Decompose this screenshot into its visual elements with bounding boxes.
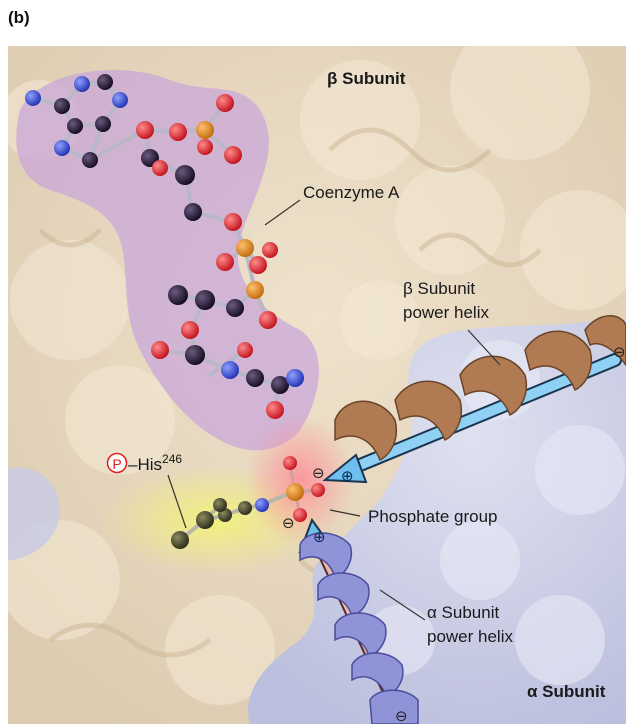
dipole-charges: ⊖ ⊕ ⊖ ⊖ ⊕ ⊖ [282,343,626,725]
alpha-helix-label-line1: α Subunit [427,603,499,622]
phosphate-glow [245,415,355,545]
phosphate-group-label: Phosphate group [368,507,498,526]
alpha-helix-label-line2: power helix [427,627,513,646]
beta-power-helix [334,315,626,462]
alpha-surface-left [8,467,60,560]
phosphate-minus-top: ⊖ [312,464,325,482]
alpha-power-helix [299,532,419,724]
phospho-circle-icon [106,452,128,474]
coenzyme-a-label: Coenzyme A [303,183,400,202]
alpha-subunit-label: α Subunit [527,682,606,701]
beta-helix-label-line2: power helix [403,303,489,322]
phosphate-group-atoms [283,456,325,522]
his-label: –His246 [128,452,182,474]
phospho-his-label: P –His246 [106,452,182,474]
phosphate-minus-bottom: ⊖ [282,514,295,532]
beta-subunit-label: β Subunit [327,69,406,88]
his-residue-number: 246 [162,452,182,466]
protein-surface-texture [8,46,626,705]
alpha-helix-plus-end: ⊕ [313,528,326,546]
leader-lines [167,199,501,621]
coenzyme-a-atoms [25,74,304,419]
alpha-helix-minus-end: ⊖ [395,707,408,725]
phospho-symbol: P [112,456,121,472]
his-label-text: –His [128,455,162,474]
his246-side-chain [171,493,287,549]
beta-helix-minus-end: ⊖ [613,343,626,361]
beta-helix-plus-end: ⊕ [341,467,354,485]
panel-letter: (b) [8,8,30,27]
beta-helix-label-line1: β Subunit [403,279,475,298]
